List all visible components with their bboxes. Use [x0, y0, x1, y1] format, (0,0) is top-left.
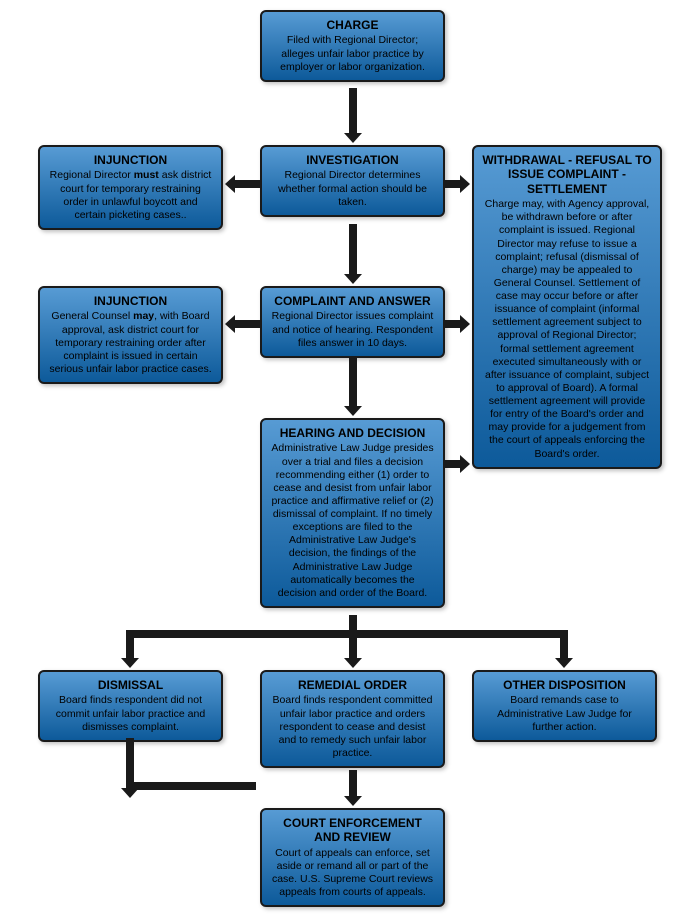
- court-title: COURT ENFORCEMENT AND REVIEW: [270, 816, 435, 845]
- injunction1-body: Regional Director must ask district cour…: [48, 169, 213, 222]
- node-dismissal: DISMISSAL Board finds respondent did not…: [38, 670, 223, 742]
- arrow-dismissal-court-stub: [126, 738, 134, 790]
- remedial-title: REMEDIAL ORDER: [270, 678, 435, 692]
- node-withdrawal: WITHDRAWAL - REFUSAL TO ISSUE COMPLAINT …: [472, 145, 662, 469]
- arrow-hearing-other-h: [353, 630, 568, 638]
- arrow-inv-injunction1: [233, 180, 260, 188]
- complaint-body: Regional Director issues complaint and n…: [270, 310, 435, 349]
- arrow-dismissal-court-h: [126, 782, 256, 790]
- node-other: OTHER DISPOSITION Board remands case to …: [472, 670, 657, 742]
- node-charge: CHARGE Filed with Regional Director; all…: [260, 10, 445, 82]
- dismissal-body: Board finds respondent did not commit un…: [48, 694, 213, 733]
- node-investigation: INVESTIGATION Regional Director determin…: [260, 145, 445, 217]
- withdrawal-title: WITHDRAWAL - REFUSAL TO ISSUE COMPLAINT …: [482, 153, 652, 196]
- arrow-hearing-withdrawal: [445, 460, 462, 468]
- injunction2-body: General Counsel may, with Board approval…: [48, 310, 213, 376]
- node-injunction2: INJUNCTION General Counsel may, with Boa…: [38, 286, 223, 384]
- arrow-complaint-injunction2: [233, 320, 260, 328]
- hearing-title: HEARING AND DECISION: [270, 426, 435, 440]
- arrow-remedial-court: [349, 770, 357, 798]
- arrow-hearing-other-v: [560, 630, 568, 660]
- arrow-complaint-hearing: [349, 356, 357, 408]
- charge-body: Filed with Regional Director; alleges un…: [270, 34, 435, 73]
- arrow-hearing-dismissal-h: [126, 630, 353, 638]
- node-hearing: HEARING AND DECISION Administrative Law …: [260, 418, 445, 608]
- arrow-investigation-complaint: [349, 224, 357, 276]
- other-body: Board remands case to Administrative Law…: [482, 694, 647, 733]
- investigation-title: INVESTIGATION: [270, 153, 435, 167]
- node-remedial: REMEDIAL ORDER Board finds respondent co…: [260, 670, 445, 768]
- complaint-title: COMPLAINT AND ANSWER: [270, 294, 435, 308]
- hearing-body: Administrative Law Judge presides over a…: [270, 442, 435, 600]
- remedial-body: Board finds respondent committed unfair …: [270, 694, 435, 760]
- arrow-charge-investigation: [349, 88, 357, 135]
- flowchart-container: CHARGE Filed with Regional Director; all…: [0, 0, 690, 920]
- arrow-complaint-withdrawal: [445, 320, 462, 328]
- court-body: Court of appeals can enforce, set aside …: [270, 847, 435, 900]
- investigation-body: Regional Director determines whether for…: [270, 169, 435, 208]
- node-injunction1: INJUNCTION Regional Director must ask di…: [38, 145, 223, 230]
- arrow-hearing-dismissal-v: [126, 630, 134, 660]
- node-court: COURT ENFORCEMENT AND REVIEW Court of ap…: [260, 808, 445, 907]
- withdrawal-body: Charge may, with Agency approval, be wit…: [482, 198, 652, 461]
- arrow-inv-withdrawal: [445, 180, 462, 188]
- injunction1-title: INJUNCTION: [48, 153, 213, 167]
- charge-title: CHARGE: [270, 18, 435, 32]
- dismissal-title: DISMISSAL: [48, 678, 213, 692]
- node-complaint: COMPLAINT AND ANSWER Regional Director i…: [260, 286, 445, 358]
- other-title: OTHER DISPOSITION: [482, 678, 647, 692]
- injunction2-title: INJUNCTION: [48, 294, 213, 308]
